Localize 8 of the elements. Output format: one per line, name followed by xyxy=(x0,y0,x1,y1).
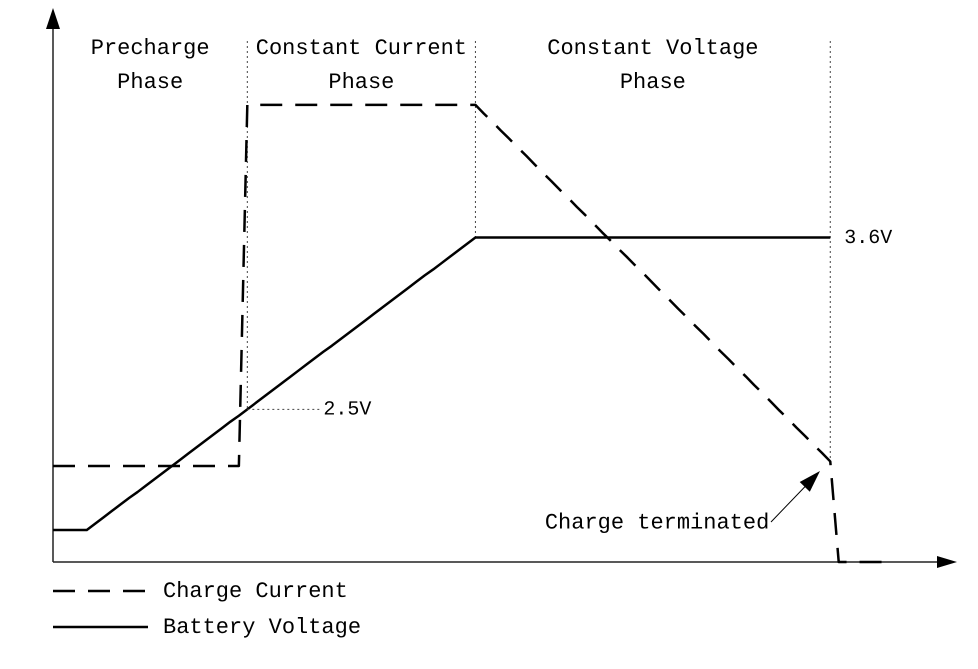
annotation: 2.5V xyxy=(323,398,372,422)
annotation: Charge terminated xyxy=(544,510,770,536)
text: Constant Current Phase xyxy=(256,36,467,95)
legend-label: Charge Current xyxy=(163,578,348,604)
annotation: 3.6V xyxy=(844,226,892,250)
text: Constant Voltage Phase xyxy=(547,36,758,95)
text: Precharge Phase xyxy=(90,36,210,95)
legend-label: Battery Voltage xyxy=(163,614,362,640)
